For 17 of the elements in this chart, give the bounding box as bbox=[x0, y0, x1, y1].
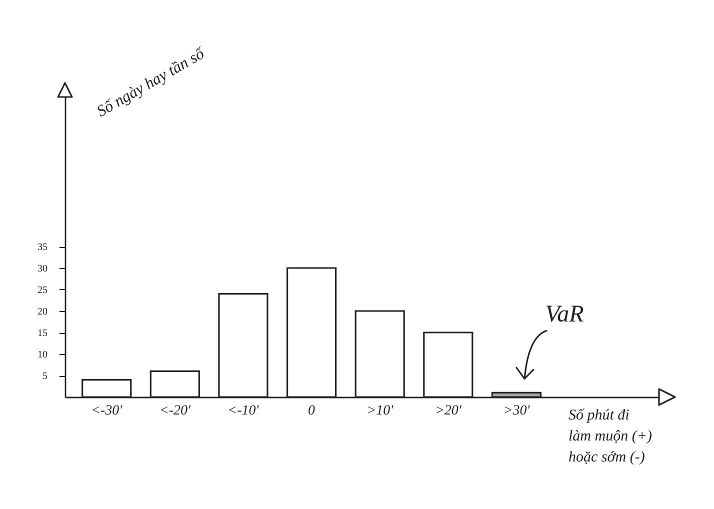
y-tick-label: 15 bbox=[38, 328, 48, 339]
x-axis-title: Số phút đi làm muộn (+) hoặc sớm (-) bbox=[568, 408, 652, 466]
y-tick-label: 25 bbox=[38, 285, 48, 296]
y-axis-title: Số ngày hay tần số bbox=[94, 44, 210, 121]
x-tick-label: <-30' bbox=[91, 404, 124, 418]
y-tick-label: 35 bbox=[38, 242, 48, 253]
x-tick-label: >10' bbox=[366, 404, 394, 418]
x-tick-label: 0 bbox=[308, 404, 316, 418]
x-tick-label: >30' bbox=[503, 404, 531, 418]
x-tick-label: <-20' bbox=[159, 404, 192, 418]
y-tick-label: 5 bbox=[42, 371, 48, 382]
y-tick-label: 20 bbox=[38, 306, 48, 318]
x-tick-label: <-10' bbox=[228, 404, 260, 418]
y-tick-label: 10 bbox=[38, 350, 48, 360]
annotation: VaR bbox=[545, 302, 584, 328]
y-tick-label: 30 bbox=[38, 264, 48, 274]
x-tick-label: >20' bbox=[434, 404, 462, 418]
